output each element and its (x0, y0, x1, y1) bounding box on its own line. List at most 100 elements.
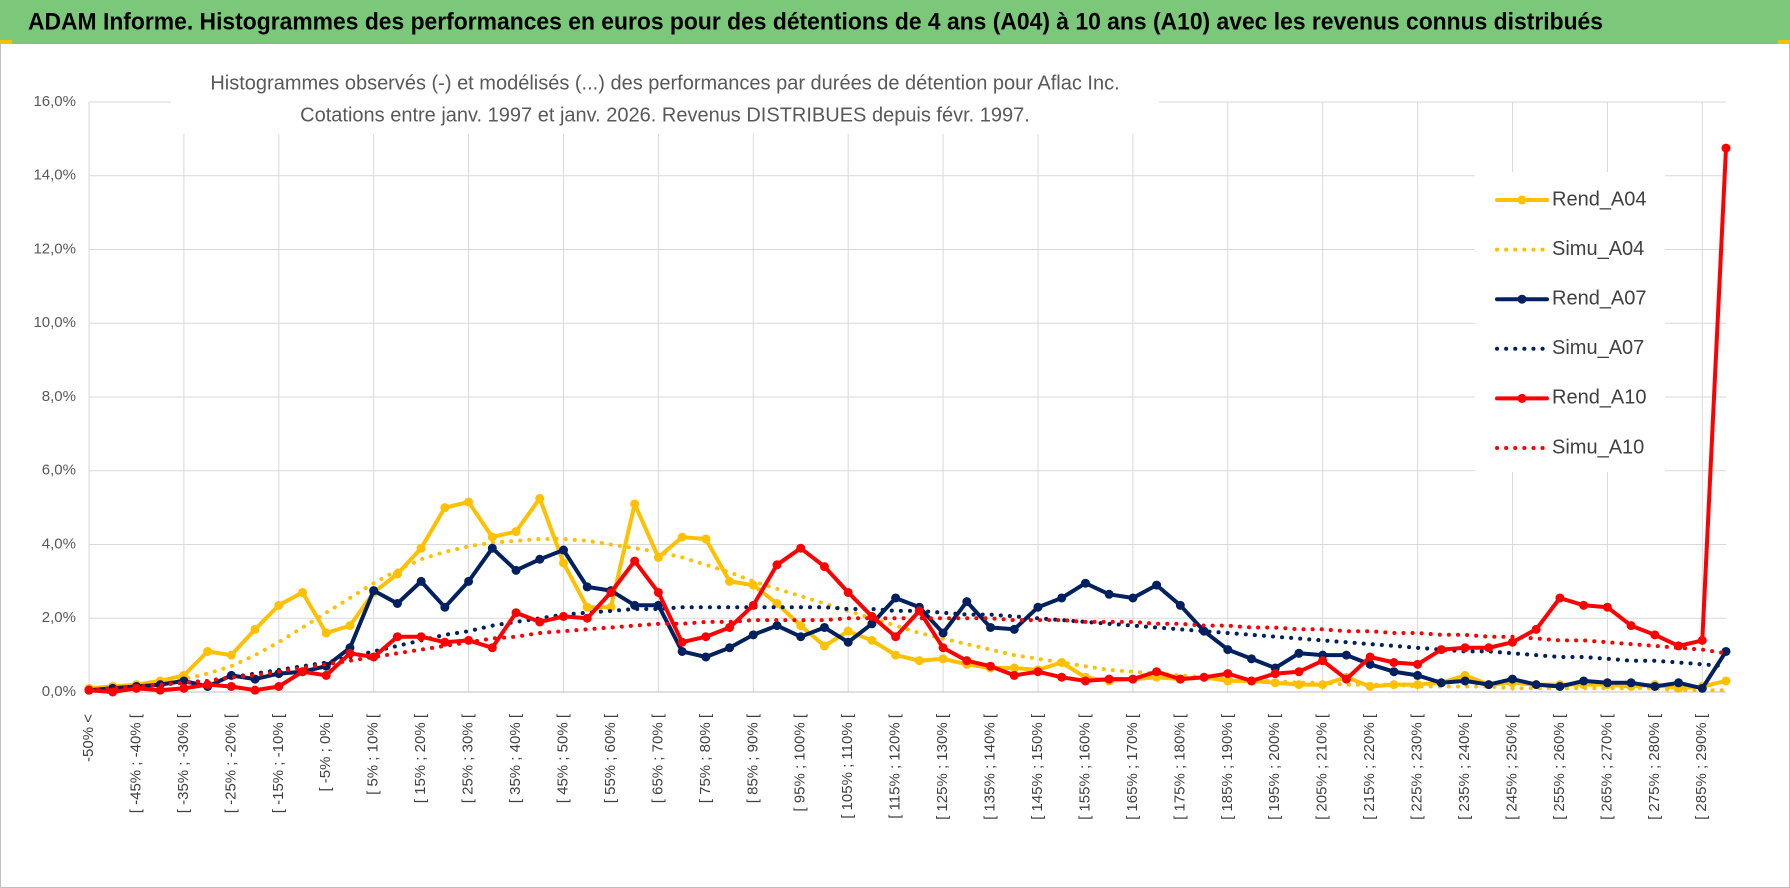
marker (392, 599, 402, 608)
x-tick-label: [ 35% ; 40% [ (507, 713, 524, 803)
marker (1009, 624, 1019, 634)
marker (725, 643, 735, 653)
marker (1460, 643, 1470, 653)
marker (1484, 680, 1494, 690)
legend-label: Simu_A04 (1552, 238, 1644, 260)
marker (487, 643, 497, 653)
header-bar (0, 0, 1790, 44)
x-tick-label: [ 235% ; 240% [ (1456, 713, 1473, 820)
marker (1223, 669, 1233, 679)
x-tick-label: [ 65% ; 70% [ (649, 713, 666, 803)
corner (1778, 40, 1790, 44)
x-tick-label: [ 55% ; 60% [ (602, 713, 619, 803)
marker (867, 611, 877, 621)
marker (369, 586, 379, 596)
x-tick-label: [ 195% ; 200% [ (1266, 713, 1283, 820)
marker (392, 632, 402, 642)
marker (843, 637, 853, 647)
marker (1389, 667, 1399, 677)
marker (416, 543, 426, 553)
marker (1341, 650, 1351, 660)
marker (203, 646, 213, 656)
marker (701, 632, 711, 642)
marker (1626, 678, 1636, 688)
marker (1460, 676, 1470, 686)
y-tick-label: 0,0% (42, 683, 76, 700)
marker (1033, 667, 1043, 677)
marker (1436, 678, 1446, 688)
marker (938, 643, 948, 653)
marker (819, 641, 829, 651)
marker (203, 680, 213, 690)
marker (1436, 645, 1446, 655)
marker (1507, 674, 1517, 684)
marker (843, 626, 853, 636)
marker (748, 580, 758, 590)
marker (582, 613, 592, 623)
marker (558, 545, 568, 555)
marker (274, 600, 284, 610)
marker (321, 628, 331, 638)
marker (1009, 670, 1019, 680)
marker (582, 602, 592, 612)
y-tick-label: 6,0% (42, 462, 76, 479)
legend-label: Simu_A10 (1552, 436, 1644, 458)
marker (1413, 659, 1423, 669)
marker (535, 493, 545, 503)
x-tick-label: [ 175% ; 180% [ (1171, 713, 1188, 820)
marker (1294, 667, 1304, 677)
marker (1365, 652, 1375, 662)
y-tick-label: 4,0% (42, 535, 76, 552)
marker (511, 527, 521, 537)
marker (1104, 674, 1114, 684)
marker (1602, 602, 1612, 612)
marker (796, 632, 806, 642)
marker (1175, 674, 1185, 684)
marker (891, 632, 901, 642)
marker (1247, 654, 1257, 664)
marker (677, 637, 687, 647)
x-tick-label: [ 275% ; 280% [ (1646, 713, 1663, 820)
marker (819, 622, 829, 632)
marker (487, 532, 497, 542)
marker (653, 552, 663, 562)
x-tick-label: [ -5% ; 0% [ (317, 713, 334, 791)
marker (487, 543, 497, 553)
marker (440, 602, 450, 612)
marker (464, 576, 474, 586)
marker (653, 587, 663, 597)
marker (416, 576, 426, 586)
y-tick-label: 10,0% (33, 314, 76, 331)
marker (1413, 670, 1423, 680)
x-tick-label: [ -35% ; -30% [ (175, 713, 192, 813)
marker (772, 621, 782, 631)
x-tick-label: [ 245% ; 250% [ (1503, 713, 1520, 820)
marker (725, 622, 735, 632)
legend-label: Rend_A07 (1552, 287, 1647, 309)
header-title: ADAM Informe. Histogrammes des performan… (28, 8, 1603, 35)
marker (1033, 602, 1043, 612)
marker (1650, 681, 1660, 691)
x-tick-label: [ 5% ; 10% [ (365, 713, 382, 795)
x-tick-label: [ 85% ; 90% [ (744, 713, 761, 803)
marker (535, 617, 545, 627)
marker (226, 650, 236, 660)
legend-label: Simu_A07 (1552, 337, 1644, 359)
marker (250, 624, 260, 634)
marker (179, 683, 189, 693)
marker (725, 576, 735, 586)
marker (1294, 680, 1304, 690)
marker (677, 646, 687, 656)
marker (914, 606, 924, 616)
legend-label: Rend_A04 (1552, 188, 1647, 210)
legend-marker (1517, 294, 1527, 304)
marker (1531, 624, 1541, 634)
marker (891, 650, 901, 660)
marker (1697, 683, 1707, 693)
x-tick-label: [ 165% ; 170% [ (1124, 713, 1141, 820)
marker (938, 654, 948, 664)
observed-line (87, 496, 1728, 691)
corner (0, 40, 12, 44)
marker (1697, 635, 1707, 645)
